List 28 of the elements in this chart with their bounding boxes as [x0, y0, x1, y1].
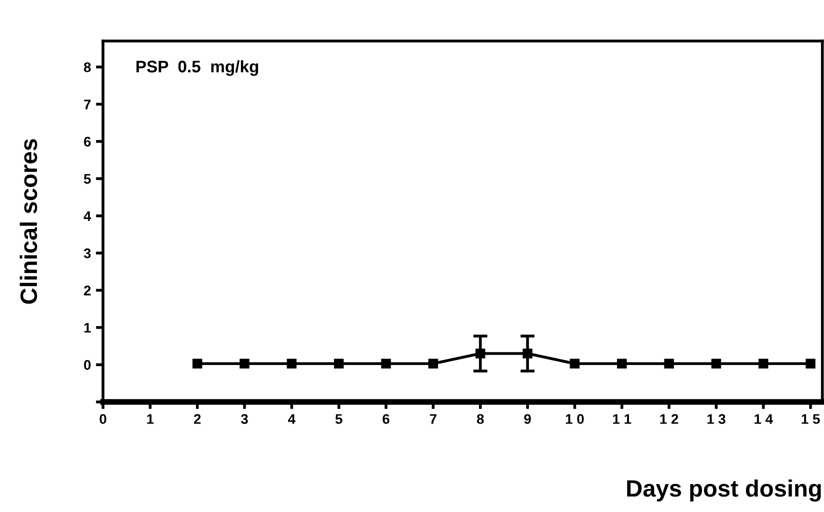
y-tick-label: 7	[84, 100, 91, 110]
y-tick-label: 4	[84, 211, 92, 221]
y-axis-title: Clinical scores	[20, 139, 38, 304]
annotation: PSP 0.5 mg/kg	[136, 60, 258, 76]
x-tick-label: 1 1	[613, 414, 632, 424]
y-tick-label: 3	[84, 248, 91, 258]
x-tick-label: 9	[524, 414, 531, 424]
x-tick-label: 8	[476, 414, 484, 424]
x-tick-label: 1 3	[707, 414, 726, 424]
x-tick-label: 2	[194, 414, 201, 424]
y-tick-label: 5	[84, 174, 91, 184]
y-tick-label: 0	[84, 360, 91, 370]
x-tick-label: 0	[100, 414, 106, 424]
y-tick-label: 8	[84, 62, 91, 72]
x-tick-label: 1 5	[802, 414, 820, 424]
y-tick-label: 2	[84, 286, 91, 296]
x-tick-label: 1 0	[566, 414, 584, 424]
x-tick-label: 1 4	[754, 414, 773, 424]
y-tick-label: 1	[84, 322, 91, 333]
x-tick-label: 4	[288, 414, 296, 424]
x-tick-label: 5	[335, 414, 342, 424]
y-tick-label: 6	[84, 136, 91, 147]
x-tick-label: 7	[430, 414, 436, 424]
x-tick-label: 1 2	[660, 414, 678, 424]
x-tick-label: 6	[382, 414, 390, 424]
x-tick-label: 3	[240, 414, 248, 424]
x-tick-label: 1	[147, 414, 154, 424]
x-axis-title: Days post dosing	[627, 479, 821, 502]
